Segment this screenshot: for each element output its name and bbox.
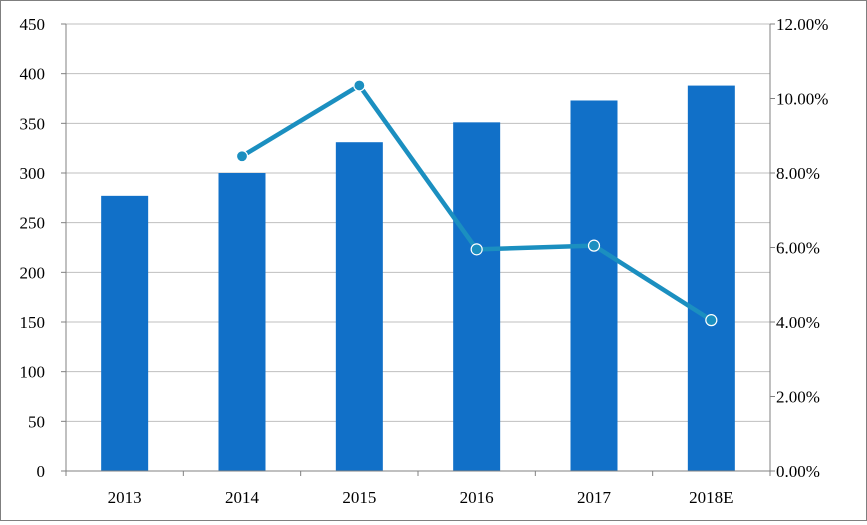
line-point — [235, 150, 249, 163]
bar — [687, 85, 735, 471]
line-series — [235, 79, 718, 327]
left-axis-tick-label: 350 — [20, 114, 46, 133]
right-axis-tick-label: 0.00% — [776, 462, 820, 481]
bar-series — [101, 85, 735, 471]
left-axis-tick-label: 450 — [20, 15, 46, 34]
left-axis-tick-label: 50 — [28, 412, 45, 431]
right-axis-tick-label: 6.00% — [776, 239, 820, 258]
right-axis-tick-label: 10.00% — [776, 90, 828, 109]
x-axis-tick-label: 2013 — [108, 488, 142, 507]
right-axis-tick-labels: 0.00% 2.00% 4.00% 6.00% 8.00% 10.00% 12.00% — [770, 15, 828, 481]
right-axis-tick-label: 8.00% — [776, 164, 820, 183]
line-point — [353, 79, 366, 92]
x-axis-tick-label: 2015 — [342, 488, 376, 507]
line-point — [705, 314, 718, 327]
x-axis-tick-label: 2018E — [689, 488, 733, 507]
x-axis-tick-labels: 2013 2014 2015 2016 2017 2018E — [65, 471, 771, 507]
left-axis-tick-label: 200 — [20, 263, 46, 282]
right-axis-tick-label: 2.00% — [776, 388, 820, 407]
left-axis-tick-label: 400 — [20, 65, 46, 84]
x-axis-tick-label: 2016 — [460, 488, 494, 507]
axes — [65, 24, 771, 472]
bar — [218, 173, 266, 471]
left-axis-tick-label: 150 — [20, 313, 46, 332]
left-axis-tick-label: 250 — [20, 214, 46, 233]
line-point — [470, 243, 483, 256]
right-axis-tick-label: 4.00% — [776, 313, 820, 332]
line-point — [587, 239, 601, 252]
gridlines — [66, 23, 770, 422]
bar — [101, 195, 149, 471]
bar — [570, 100, 618, 471]
x-axis-tick-label: 2017 — [577, 488, 612, 507]
left-axis-tick-label: 300 — [20, 164, 46, 183]
left-axis-tick-label: 100 — [20, 363, 46, 382]
left-axis-tick-label: 0 — [37, 462, 46, 481]
bar — [453, 122, 501, 471]
x-axis-tick-label: 2014 — [225, 488, 260, 507]
left-axis-tick-labels: 0 50 100 150 200 250 300 350 400 450 — [20, 15, 66, 481]
right-axis-tick-label: 12.00% — [776, 15, 828, 34]
bar — [335, 142, 383, 471]
